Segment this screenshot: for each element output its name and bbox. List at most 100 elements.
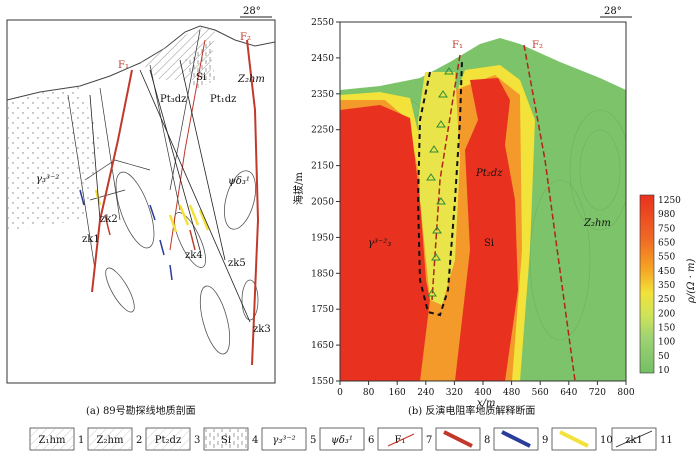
colorbar: ρ/(Ω · m) 1250 980 750 650 550 450 350 250 200 15… — [639, 194, 697, 376]
y-tick-label: 2050 — [311, 198, 334, 208]
fault-f1-line — [431, 54, 461, 301]
legend-number: 4 — [252, 435, 258, 446]
x-tick-label: 160 — [389, 388, 406, 398]
panel-a: 28° F₁ F₂ Z₂hm Pt₃dz Pt₁dz Si γ₃³⁻² ψδ₃¹… — [6, 6, 276, 417]
colorbar-tick-label: 650 — [658, 239, 675, 249]
colorbar-tick-label: 1250 — [658, 196, 681, 206]
panel-a-fault-small — [169, 39, 206, 251]
panel-a-north: 28° — [243, 6, 261, 17]
panel-a-caption: (a) 89号勘探线地质剖面 — [86, 404, 196, 417]
legend-number: 1 — [78, 435, 84, 446]
panel-a-label-zk3: zk3 — [253, 324, 271, 335]
colorbar-tick-label: 10 — [658, 366, 670, 376]
panel-b-north: 28° — [604, 6, 622, 17]
panel-b-label-z2hm: Z₂hm — [583, 218, 611, 229]
legend-swatch — [377, 427, 423, 451]
panel-a-label-zk4: zk4 — [185, 250, 203, 261]
y-tick-label: 1650 — [311, 341, 334, 351]
x-tick-label: 80 — [363, 388, 375, 398]
panel-b: 28° — [292, 6, 697, 417]
x-tick-label: 640 — [560, 388, 577, 398]
x-tick-label: 480 — [503, 388, 520, 398]
red-body-right — [455, 78, 518, 381]
legend-pattern — [147, 429, 189, 449]
panel-a-red-veins — [104, 214, 196, 251]
panel-a-label-zk1: zk1 — [82, 234, 100, 245]
colorbar-tick-label: 50 — [658, 352, 670, 362]
legend-line — [387, 433, 415, 447]
x-axis-label: x/m — [477, 398, 496, 409]
colorbar-tick-label: 450 — [658, 267, 675, 277]
legend-line — [501, 430, 531, 448]
legend-number: 5 — [310, 435, 316, 446]
y-tick-label: 2150 — [311, 162, 334, 172]
panel-b-label-f1: F₁ — [452, 40, 463, 51]
colorbar-tick-label: 550 — [658, 253, 675, 263]
legend-number: 10 — [600, 435, 613, 446]
panel-a-label-si: Si — [196, 72, 206, 83]
panel-a-blue-veins — [79, 189, 173, 281]
panel-a-lenses — [105, 170, 259, 355]
y-axis-label: 海拔/m — [292, 172, 305, 205]
legend-swatch — [319, 427, 365, 451]
y-tick-label: 2450 — [311, 54, 334, 64]
panel-a-fault-f1 — [91, 69, 133, 293]
y-axis: 海拔/m 2550 2450 2350 2250 2150 2050 1950 1850 175… — [292, 18, 340, 387]
y-tick-label: 1950 — [311, 233, 334, 243]
y-tick-label: 2250 — [311, 126, 334, 136]
y-tick-label: 1850 — [311, 269, 334, 279]
legend-symbol: γ₃³⁻² — [272, 435, 295, 446]
legend-number: 8 — [484, 435, 490, 446]
panel-b-caption: (b) 反演电阻率地质解释断面 — [408, 404, 535, 417]
panel-a-label-gamma: γ₃³⁻² — [36, 174, 59, 185]
x-tick-label: 720 — [589, 388, 606, 398]
panel-b-label-pt2dz: Pt₂dz — [475, 168, 503, 179]
panel-a-fault-f2 — [246, 39, 260, 366]
legend-line — [559, 430, 589, 448]
panel-a-label-zk5: zk5 — [228, 258, 246, 269]
panel-b-label-f2: F₂ — [532, 40, 543, 51]
panel-a-label-pt1dz: Pt₁dz — [210, 94, 236, 105]
x-tick-label: 0 — [337, 388, 343, 398]
colorbar-gradient — [639, 194, 655, 374]
y-tick-label: 2350 — [311, 90, 334, 100]
panel-a-label-f2: F₂ — [240, 32, 251, 43]
panel-a-granite-zone — [8, 87, 100, 230]
colorbar-tick-label: 200 — [658, 309, 675, 319]
red-body-left — [340, 105, 430, 381]
legend-swatch — [261, 427, 307, 451]
panel-b-label-gamma: γ³⁻²₃ — [368, 238, 391, 249]
legend-symbol: Pt₂dz — [155, 435, 181, 446]
legend-symbol: Si — [221, 435, 231, 446]
x-tick-label: 800 — [617, 388, 634, 398]
panel-b-label-si: Si — [484, 238, 494, 249]
legend-symbol: Z₁hm — [39, 435, 66, 446]
panel-a-label-psi: ψδ₃¹ — [228, 176, 250, 187]
legend-number: 2 — [136, 435, 142, 446]
legend-symbol: zk1 — [625, 435, 643, 446]
legend-line — [615, 430, 653, 448]
x-tick-label: 240 — [417, 388, 434, 398]
colorbar-tick-label: 980 — [658, 210, 675, 220]
legend-number: 3 — [194, 435, 200, 446]
panel-a-drillholes — [89, 59, 251, 323]
x-tick-label: 560 — [532, 388, 549, 398]
legend-number: 6 — [368, 435, 374, 446]
legend-number: 9 — [542, 435, 548, 446]
panel-a-label-z2hm: Z₂hm — [237, 74, 265, 85]
legend-pattern — [89, 429, 131, 449]
legend-number: 7 — [426, 435, 432, 446]
panel-a-label-zk2: zk2 — [100, 214, 118, 225]
resistivity-image — [340, 22, 626, 381]
colorbar-tick-label: 250 — [658, 295, 675, 305]
x-tick-label: 400 — [474, 388, 491, 398]
legend-symbol: ψδ₃¹ — [331, 435, 353, 446]
colorbar-title: ρ/(Ω · m) — [686, 259, 697, 304]
legend-pattern — [31, 429, 73, 449]
legend-symbol: Z₂hm — [97, 435, 124, 446]
colorbar-tick-label: 750 — [658, 224, 675, 234]
colorbar-tick-label: 150 — [658, 324, 675, 334]
y-tick-label: 1750 — [311, 305, 334, 315]
legend-number: 11 — [660, 435, 673, 446]
